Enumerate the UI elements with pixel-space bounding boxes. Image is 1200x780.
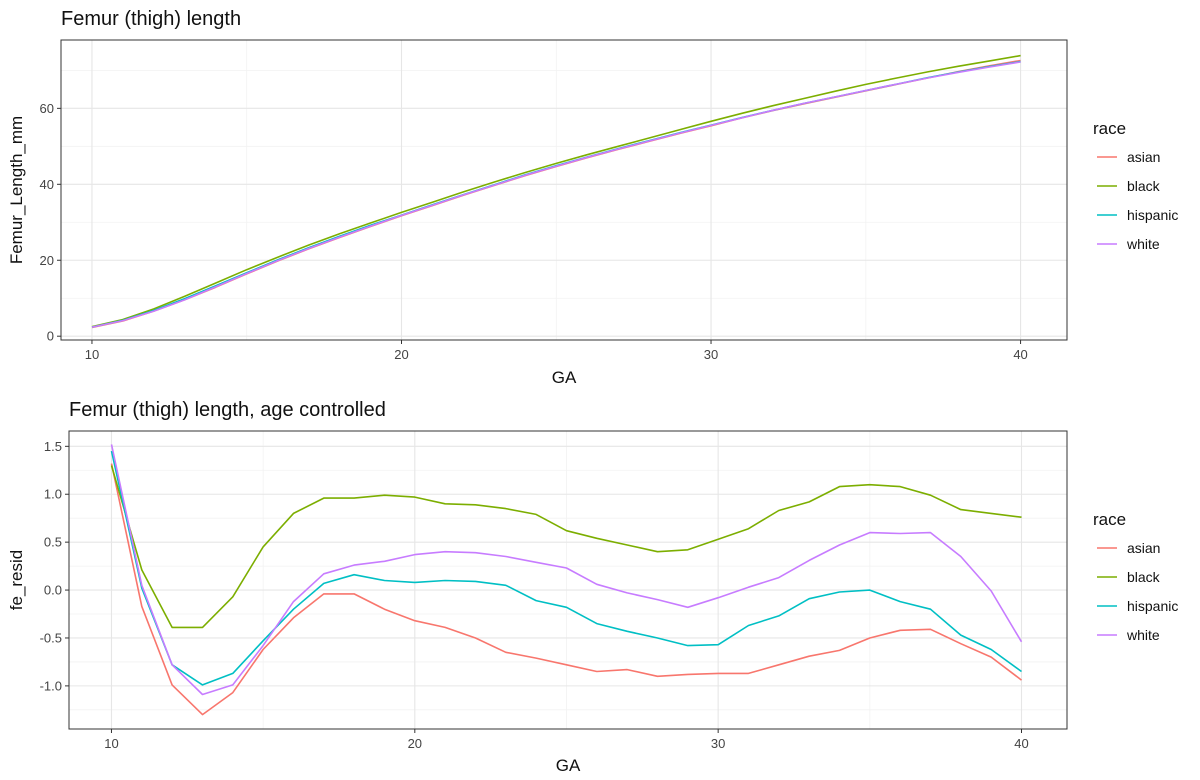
legend-label-black: black: [1127, 178, 1161, 194]
y-tick-label: 0.0: [44, 583, 62, 598]
y-tick-label: 20: [40, 253, 54, 268]
series-line-black: [110, 465, 1022, 629]
plot-background: [69, 431, 1067, 729]
series-line-white: [91, 61, 1021, 328]
y-tick-label: 1.0: [44, 487, 62, 502]
x-tick-label: 20: [394, 347, 408, 362]
series-line-hispanic: [110, 450, 1022, 686]
legend-label-white: white: [1126, 627, 1160, 643]
x-tick-label: 10: [85, 347, 99, 362]
chart-title: Femur (thigh) length: [61, 8, 241, 30]
series-line-asian: [110, 463, 1022, 716]
y-tick-label: 0.5: [44, 535, 62, 550]
legend-label-asian: asian: [1127, 540, 1160, 556]
plot-background: [61, 40, 1067, 340]
legend-title: race: [1093, 119, 1126, 138]
legend-title: race: [1093, 510, 1126, 529]
series-line-black: [91, 54, 1021, 328]
y-tick-label: 1.5: [44, 439, 62, 454]
legend-label-hispanic: hispanic: [1127, 598, 1178, 614]
chart-title: Femur (thigh) length, age controlled: [69, 399, 386, 421]
x-tick-label: 30: [711, 736, 725, 751]
x-axis-title: GA: [552, 368, 577, 387]
y-tick-label: -0.5: [40, 630, 62, 645]
y-tick-label: 60: [40, 101, 54, 116]
plot-border: [60, 39, 1068, 341]
y-tick-label: 0: [47, 329, 54, 344]
y-axis-title: Femur_Length_mm: [7, 116, 26, 264]
plot-border: [68, 430, 1068, 730]
x-tick-label: 30: [704, 347, 718, 362]
y-tick-label: -1.0: [40, 678, 62, 693]
x-tick-label: 40: [1014, 736, 1028, 751]
legend-label-black: black: [1127, 569, 1161, 585]
y-axis-title: fe_resid: [7, 550, 26, 610]
y-tick-label: 40: [40, 177, 54, 192]
x-tick-label: 40: [1013, 347, 1027, 362]
legend-label-hispanic: hispanic: [1127, 207, 1178, 223]
x-axis-title: GA: [556, 756, 581, 775]
legend-label-asian: asian: [1127, 149, 1160, 165]
x-tick-label: 10: [104, 736, 118, 751]
series-line-white: [110, 444, 1023, 696]
chart-panel-2: 10 20 30 40 -1.0 -0.5 0.0 0.5 1.0 1.5 Femur (thigh…: [7, 399, 1178, 775]
chart-panel-1: 10 20 30 40 0 20 40 60 Femur (thigh) length GA Fem…: [7, 8, 1178, 387]
legend-label-white: white: [1126, 236, 1160, 252]
x-tick-label: 20: [408, 736, 422, 751]
